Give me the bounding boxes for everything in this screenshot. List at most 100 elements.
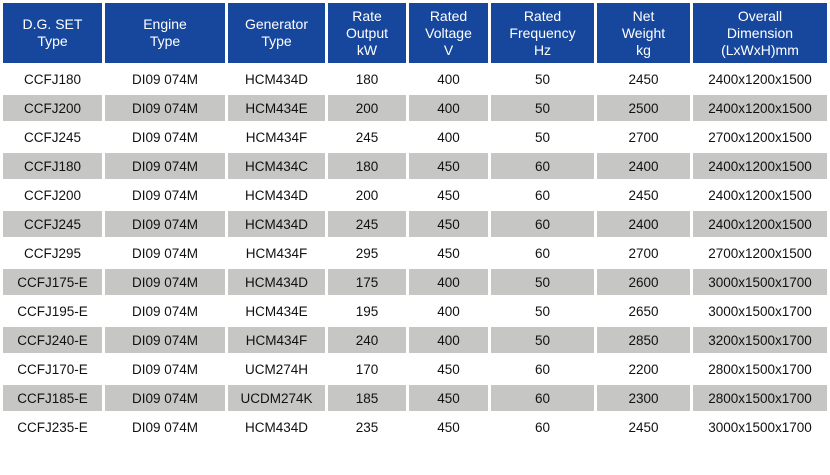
cell-generator-type: HCM434D [228, 211, 325, 237]
table-row: CCFJ185-E DI09 074M UCDM274K 185 450 60 … [3, 385, 827, 411]
cell-rated-voltage: 450 [409, 211, 488, 237]
cell-rated-frequency: 60 [491, 385, 594, 411]
cell-generator-type: UCM274H [228, 356, 325, 382]
cell-rate-output: 245 [328, 124, 406, 150]
table-row: CCFJ200 DI09 074M HCM434D 200 450 60 245… [3, 182, 827, 208]
cell-dg-set-type: CCFJ185-E [3, 385, 102, 411]
cell-rate-output: 175 [328, 269, 406, 295]
cell-overall-dimension: 3000x1500x1700 [693, 298, 827, 324]
header-row: D.G. SET Type Engine Type Generator Type… [3, 3, 827, 63]
cell-engine-type: DI09 074M [105, 269, 225, 295]
cell-rated-frequency: 50 [491, 95, 594, 121]
cell-net-weight: 2450 [597, 182, 690, 208]
cell-engine-type: DI09 074M [105, 95, 225, 121]
cell-rated-voltage: 400 [409, 298, 488, 324]
table-row: CCFJ295 DI09 074M HCM434F 295 450 60 270… [3, 240, 827, 266]
cell-generator-type: HCM434D [228, 269, 325, 295]
cell-engine-type: DI09 074M [105, 240, 225, 266]
column-header-net-weight: Net Weight kg [597, 3, 690, 63]
cell-generator-type: HCM434D [228, 66, 325, 92]
cell-rate-output: 240 [328, 327, 406, 353]
cell-overall-dimension: 2800x1500x1700 [693, 356, 827, 382]
cell-rated-frequency: 60 [491, 414, 594, 440]
cell-rate-output: 170 [328, 356, 406, 382]
cell-net-weight: 2700 [597, 124, 690, 150]
cell-engine-type: DI09 074M [105, 124, 225, 150]
cell-generator-type: HCM434F [228, 327, 325, 353]
cell-generator-type: HCM434E [228, 95, 325, 121]
cell-rated-voltage: 450 [409, 153, 488, 179]
column-header-overall-dimension: Overall Dimension (LxWxH)mm [693, 3, 827, 63]
cell-rated-frequency: 60 [491, 211, 594, 237]
cell-rated-frequency: 50 [491, 124, 594, 150]
cell-generator-type: HCM434F [228, 240, 325, 266]
column-header-rated-voltage: Rated Voltage V [409, 3, 488, 63]
cell-net-weight: 2200 [597, 356, 690, 382]
table-row: CCFJ245 DI09 074M HCM434F 245 400 50 270… [3, 124, 827, 150]
cell-net-weight: 2600 [597, 269, 690, 295]
cell-dg-set-type: CCFJ245 [3, 124, 102, 150]
table-row: CCFJ180 DI09 074M HCM434C 180 450 60 240… [3, 153, 827, 179]
cell-dg-set-type: CCFJ295 [3, 240, 102, 266]
table-row: CCFJ200 DI09 074M HCM434E 200 400 50 250… [3, 95, 827, 121]
cell-generator-type: HCM434D [228, 414, 325, 440]
cell-rate-output: 185 [328, 385, 406, 411]
cell-overall-dimension: 2800x1500x1700 [693, 385, 827, 411]
cell-engine-type: DI09 074M [105, 66, 225, 92]
cell-rated-frequency: 60 [491, 356, 594, 382]
cell-net-weight: 2850 [597, 327, 690, 353]
cell-rated-voltage: 450 [409, 385, 488, 411]
cell-engine-type: DI09 074M [105, 356, 225, 382]
cell-net-weight: 2300 [597, 385, 690, 411]
cell-rated-voltage: 450 [409, 240, 488, 266]
cell-generator-type: HCM434F [228, 124, 325, 150]
cell-net-weight: 2500 [597, 95, 690, 121]
table-row: CCFJ195-E DI09 074M HCM434E 195 400 50 2… [3, 298, 827, 324]
table-row: CCFJ245 DI09 074M HCM434D 245 450 60 240… [3, 211, 827, 237]
cell-overall-dimension: 3000x1500x1700 [693, 269, 827, 295]
cell-net-weight: 2450 [597, 414, 690, 440]
cell-rated-voltage: 450 [409, 356, 488, 382]
table-row: CCFJ175-E DI09 074M HCM434D 175 400 50 2… [3, 269, 827, 295]
cell-generator-type: UCDM274K [228, 385, 325, 411]
cell-net-weight: 2650 [597, 298, 690, 324]
cell-engine-type: DI09 074M [105, 327, 225, 353]
cell-overall-dimension: 2400x1200x1500 [693, 211, 827, 237]
cell-rated-frequency: 50 [491, 269, 594, 295]
cell-dg-set-type: CCFJ200 [3, 95, 102, 121]
table-row: CCFJ235-E DI09 074M HCM434D 235 450 60 2… [3, 414, 827, 440]
cell-rated-voltage: 400 [409, 327, 488, 353]
cell-engine-type: DI09 074M [105, 385, 225, 411]
cell-rate-output: 200 [328, 95, 406, 121]
cell-rate-output: 245 [328, 211, 406, 237]
cell-rate-output: 200 [328, 182, 406, 208]
table-row: CCFJ170-E DI09 074M UCM274H 170 450 60 2… [3, 356, 827, 382]
cell-rated-voltage: 400 [409, 269, 488, 295]
cell-rated-voltage: 450 [409, 182, 488, 208]
cell-overall-dimension: 3200x1500x1700 [693, 327, 827, 353]
column-header-dg-set-type: D.G. SET Type [3, 3, 102, 63]
cell-net-weight: 2400 [597, 211, 690, 237]
cell-dg-set-type: CCFJ175-E [3, 269, 102, 295]
cell-generator-type: HCM434D [228, 182, 325, 208]
cell-overall-dimension: 2400x1200x1500 [693, 95, 827, 121]
generator-spec-table: D.G. SET Type Engine Type Generator Type… [3, 3, 827, 440]
column-header-rate-output: Rate Output kW [328, 3, 406, 63]
cell-dg-set-type: CCFJ180 [3, 153, 102, 179]
cell-dg-set-type: CCFJ235-E [3, 414, 102, 440]
cell-overall-dimension: 2700x1200x1500 [693, 240, 827, 266]
cell-overall-dimension: 2400x1200x1500 [693, 66, 827, 92]
cell-dg-set-type: CCFJ245 [3, 211, 102, 237]
cell-engine-type: DI09 074M [105, 414, 225, 440]
cell-overall-dimension: 2700x1200x1500 [693, 124, 827, 150]
cell-dg-set-type: CCFJ200 [3, 182, 102, 208]
cell-rate-output: 180 [328, 153, 406, 179]
cell-generator-type: HCM434C [228, 153, 325, 179]
table-row: CCFJ240-E DI09 074M HCM434F 240 400 50 2… [3, 327, 827, 353]
cell-rated-frequency: 50 [491, 327, 594, 353]
cell-dg-set-type: CCFJ170-E [3, 356, 102, 382]
cell-rated-frequency: 60 [491, 153, 594, 179]
cell-overall-dimension: 3000x1500x1700 [693, 414, 827, 440]
cell-rated-voltage: 400 [409, 124, 488, 150]
cell-rated-voltage: 450 [409, 414, 488, 440]
